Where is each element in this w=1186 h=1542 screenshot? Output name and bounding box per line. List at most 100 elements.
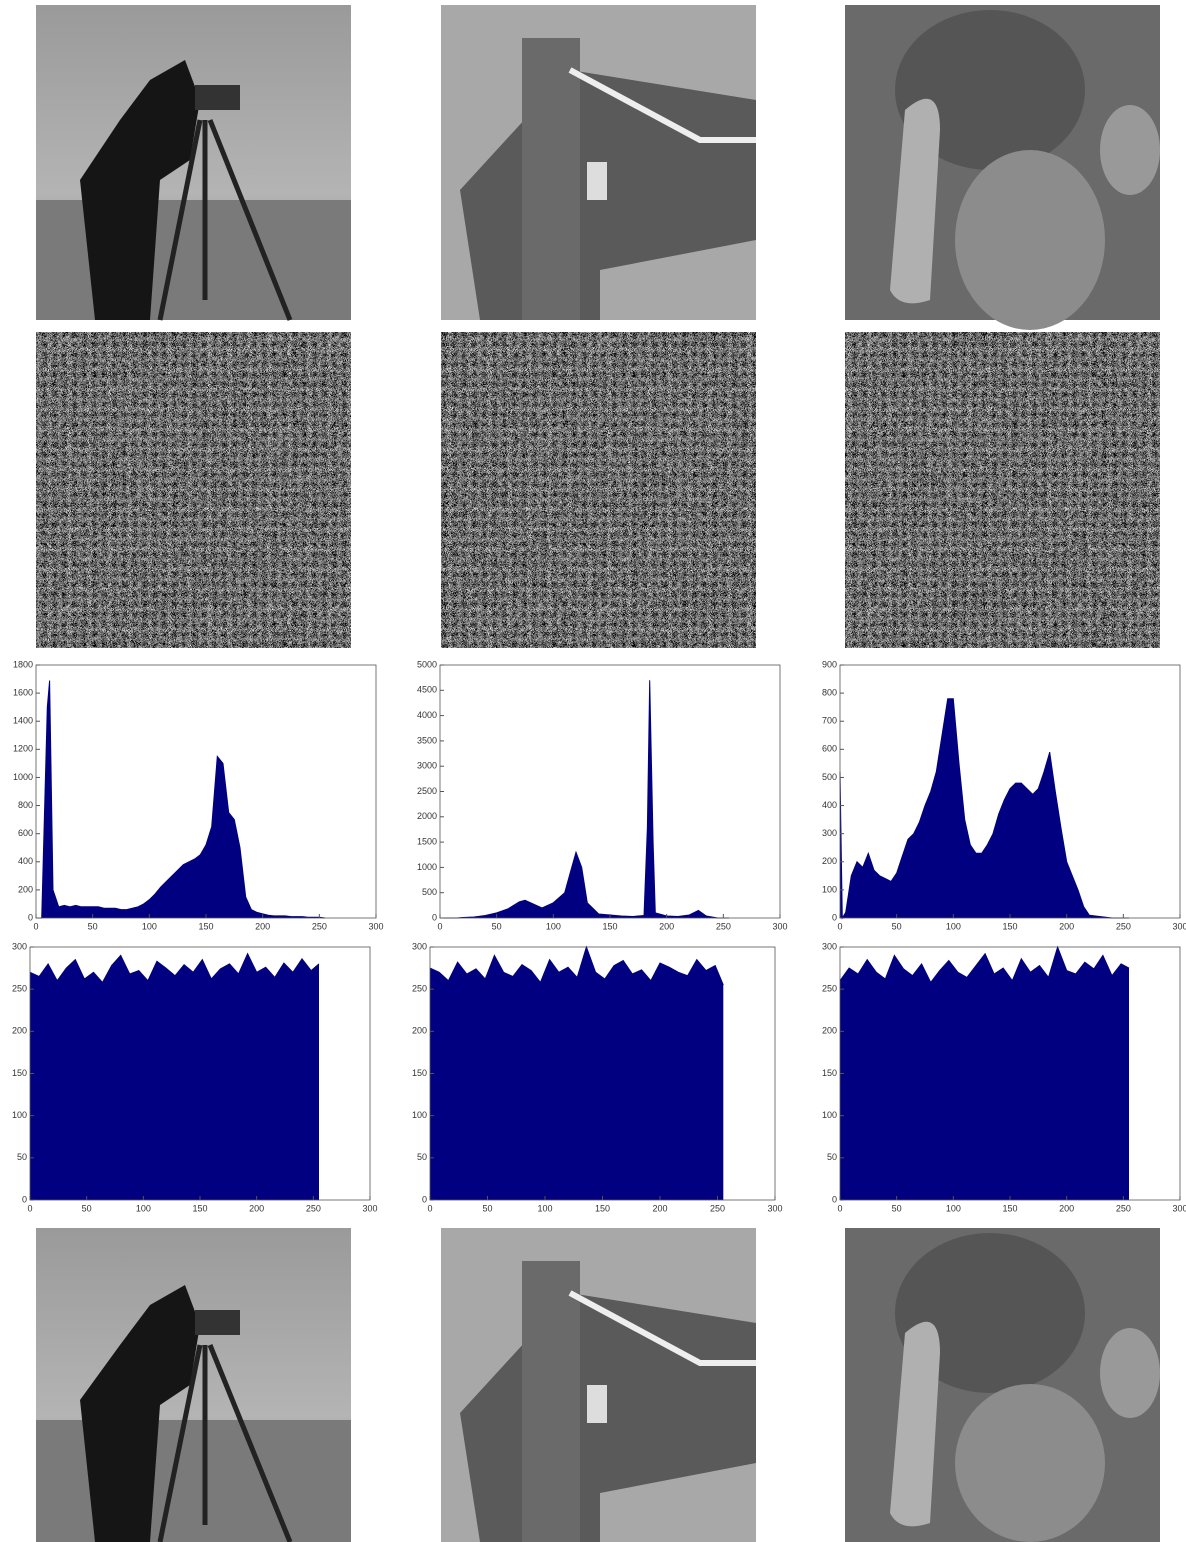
y-tick-label: 500	[422, 887, 437, 897]
x-tick-label: 250	[710, 1203, 725, 1213]
x-tick-label: 250	[306, 1203, 321, 1213]
histogram-chart: 0500100015002000250030003500400045005000…	[417, 659, 788, 931]
y-tick-label: 200	[412, 1026, 427, 1036]
x-tick-label: 100	[946, 921, 961, 931]
y-tick-label: 200	[18, 884, 33, 894]
y-tick-label: 250	[412, 984, 427, 994]
y-tick-label: 250	[822, 984, 837, 994]
y-tick-label: 100	[822, 884, 837, 894]
x-tick-label: 50	[82, 1203, 92, 1213]
y-tick-label: 4000	[417, 710, 437, 720]
y-tick-label: 400	[18, 856, 33, 866]
y-tick-label: 2000	[417, 811, 437, 821]
y-tick-label: 1000	[13, 772, 33, 782]
x-tick-label: 100	[537, 1203, 552, 1213]
y-tick-label: 0	[22, 1194, 27, 1204]
x-tick-label: 200	[1059, 921, 1074, 931]
image-cameraman-decrypted	[36, 1228, 351, 1542]
y-tick-label: 300	[12, 941, 27, 951]
y-tick-label: 50	[827, 1152, 837, 1162]
x-tick-label: 50	[892, 921, 902, 931]
y-tick-label: 1000	[417, 862, 437, 872]
x-tick-label: 300	[368, 921, 383, 931]
y-tick-label: 4500	[417, 685, 437, 695]
x-tick-label: 250	[1116, 1203, 1131, 1213]
x-tick-label: 0	[837, 921, 842, 931]
y-tick-label: 1200	[13, 744, 33, 754]
x-tick-label: 150	[1002, 921, 1017, 931]
x-tick-label: 50	[482, 1203, 492, 1213]
y-tick-label: 200	[12, 1026, 27, 1036]
y-tick-label: 3500	[417, 735, 437, 745]
y-tick-label: 100	[822, 1110, 837, 1120]
y-tick-label: 600	[18, 828, 33, 838]
y-tick-label: 200	[822, 856, 837, 866]
x-tick-label: 0	[33, 921, 38, 931]
x-tick-label: 50	[88, 921, 98, 931]
x-tick-label: 0	[837, 1203, 842, 1213]
y-tick-label: 500	[822, 772, 837, 782]
area-fill	[430, 947, 723, 1200]
y-tick-label: 300	[412, 941, 427, 951]
x-tick-label: 200	[659, 921, 674, 931]
y-tick-label: 0	[422, 1194, 427, 1204]
plot-area	[440, 665, 780, 918]
x-tick-label: 200	[255, 921, 270, 931]
y-tick-label: 800	[18, 800, 33, 810]
histograms: 0200400600800100012001400160018000501001…	[12, 659, 1186, 1213]
y-tick-label: 0	[832, 1194, 837, 1204]
image-house	[441, 5, 756, 320]
y-tick-label: 900	[822, 659, 837, 669]
encrypted-image	[845, 332, 1160, 648]
y-tick-label: 50	[17, 1152, 27, 1162]
y-tick-label: 3000	[417, 761, 437, 771]
y-tick-label: 0	[432, 912, 437, 922]
y-tick-label: 400	[822, 800, 837, 810]
x-tick-label: 150	[192, 1203, 207, 1213]
y-tick-label: 0	[28, 912, 33, 922]
figure: 0200400600800100012001400160018000501001…	[0, 0, 1186, 1542]
y-tick-label: 100	[12, 1110, 27, 1120]
x-tick-label: 0	[427, 1203, 432, 1213]
y-tick-label: 250	[12, 984, 27, 994]
x-tick-label: 300	[1172, 921, 1186, 931]
x-tick-label: 50	[892, 1203, 902, 1213]
x-tick-label: 300	[362, 1203, 377, 1213]
x-tick-label: 300	[767, 1203, 782, 1213]
y-tick-label: 100	[412, 1110, 427, 1120]
x-tick-label: 200	[249, 1203, 264, 1213]
y-tick-label: 800	[822, 687, 837, 697]
x-tick-label: 150	[602, 921, 617, 931]
y-tick-label: 1400	[13, 716, 33, 726]
x-tick-label: 150	[595, 1203, 610, 1213]
image-peppers	[845, 5, 1160, 330]
y-tick-label: 1600	[13, 687, 33, 697]
encrypted-image	[36, 332, 351, 648]
y-tick-label: 5000	[417, 659, 437, 669]
x-tick-label: 250	[716, 921, 731, 931]
y-tick-label: 2500	[417, 786, 437, 796]
page: 0200400600800100012001400160018000501001…	[0, 0, 1186, 1542]
histogram-chart: 0 200 400 600 800 1000 1200 1400 1600 1800 0 50 100 1…	[13, 659, 384, 931]
y-tick-label: 300	[822, 828, 837, 838]
x-tick-label: 150	[1002, 1203, 1017, 1213]
y-tick-label: 200	[822, 1026, 837, 1036]
y-tick-label: 150	[12, 1068, 27, 1078]
y-tick-label: 50	[417, 1152, 427, 1162]
histogram-chart: 0 50 100 150 200 250 300 0 50 100 150 200 250 300	[412, 941, 783, 1213]
x-tick-label: 300	[1172, 1203, 1186, 1213]
y-tick-label: 150	[822, 1068, 837, 1078]
image-cameraman	[36, 5, 351, 320]
x-tick-label: 150	[198, 921, 213, 931]
x-tick-label: 300	[772, 921, 787, 931]
y-tick-label: 1800	[13, 659, 33, 669]
x-tick-label: 0	[27, 1203, 32, 1213]
y-tick-label: 600	[822, 744, 837, 754]
x-tick-label: 250	[1116, 921, 1131, 931]
y-tick-label: 150	[412, 1068, 427, 1078]
x-tick-label: 200	[652, 1203, 667, 1213]
x-tick-label: 100	[142, 921, 157, 931]
